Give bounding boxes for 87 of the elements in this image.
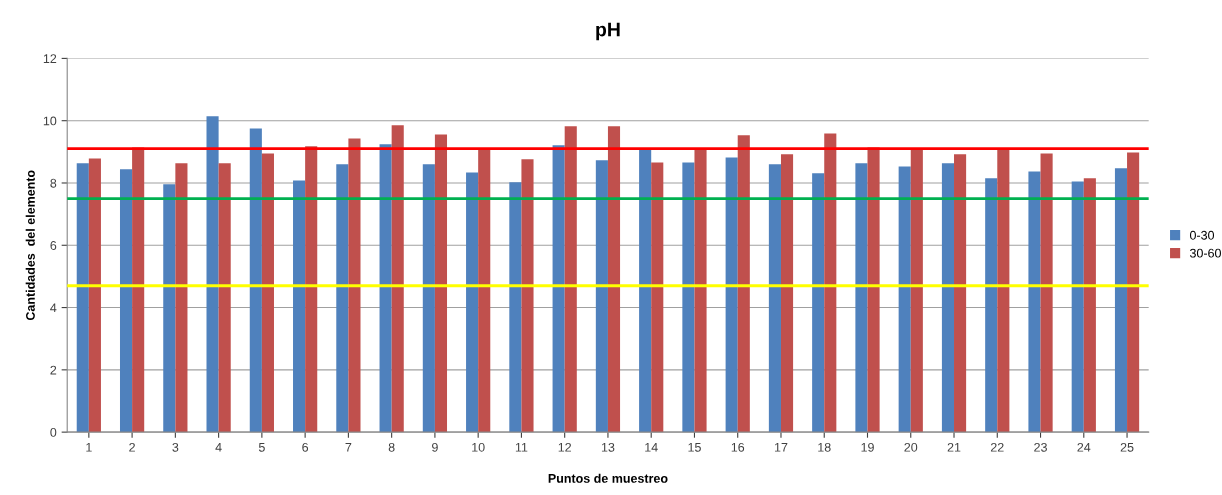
bar [997, 149, 1010, 433]
y-tick-label: 0 [50, 427, 57, 437]
bar [391, 125, 404, 433]
bar [898, 166, 911, 433]
bar [985, 178, 998, 433]
x-tick-label: 21 [947, 442, 961, 452]
bar [175, 163, 188, 433]
bar [379, 144, 392, 433]
bar [910, 148, 923, 433]
x-tick-label: 13 [601, 442, 615, 452]
bar [422, 164, 435, 433]
bar [682, 162, 695, 433]
x-tick-label: 17 [774, 443, 788, 452]
y-tick-label: 6 [50, 241, 57, 250]
bar [824, 133, 837, 433]
bar [725, 157, 738, 433]
x-tick-label: 22 [990, 442, 1004, 452]
bar [293, 180, 306, 433]
bar [261, 153, 274, 433]
x-tick-label: 1 [86, 443, 92, 452]
x-tick-label: 19 [861, 442, 874, 452]
bar [737, 135, 750, 433]
bar [855, 163, 868, 433]
y-tick-label: 10 [43, 116, 57, 126]
bar [595, 160, 608, 433]
x-tick-label: 11 [515, 443, 528, 452]
legend-label: 30-60 [1189, 248, 1221, 258]
x-tick-label: 23 [1034, 442, 1047, 452]
y-axis-title: Cantidades del elemento [25, 170, 35, 321]
bar [1114, 168, 1128, 433]
x-axis-title: Puntos de muestreo [548, 473, 668, 483]
y-tick-label: 4 [50, 303, 57, 313]
bar [639, 148, 652, 433]
chart-title: pH [596, 22, 620, 41]
x-tick-label: 25 [1120, 442, 1134, 452]
x-tick-label: 12 [558, 442, 572, 452]
x-tick-label: 5 [258, 443, 265, 452]
x-tick-label: 7 [345, 443, 352, 452]
x-tick-label: 9 [432, 442, 438, 452]
x-tick-label: 4 [215, 443, 222, 452]
x-tick-label: 16 [731, 442, 745, 452]
y-tick-label: 2 [50, 365, 57, 375]
x-tick-label: 10 [472, 442, 485, 452]
bar [132, 147, 145, 433]
bar [163, 184, 176, 433]
bar [218, 163, 231, 433]
y-tick-label: 12 [43, 54, 57, 63]
bar [552, 145, 565, 433]
bar [768, 164, 781, 433]
bar [867, 147, 880, 433]
bar [434, 134, 448, 433]
bar [509, 182, 522, 433]
bar [1028, 171, 1041, 433]
bar [812, 173, 825, 433]
x-tick-label: 18 [818, 442, 831, 452]
bar [521, 159, 534, 433]
x-tick-label: 2 [129, 442, 135, 452]
bar [1083, 178, 1096, 433]
bar [336, 164, 349, 433]
bar [249, 128, 262, 433]
bar [305, 146, 318, 433]
x-tick-label: 14 [645, 443, 658, 452]
bar [119, 169, 133, 433]
bar [954, 154, 967, 433]
y-tick-label: 8 [50, 178, 57, 188]
bar [651, 162, 664, 433]
bar [206, 116, 219, 433]
x-tick-label: 8 [388, 442, 395, 452]
bar [466, 172, 479, 433]
bar [88, 158, 101, 433]
bar [780, 154, 794, 433]
bar [564, 126, 577, 433]
bar [941, 163, 955, 433]
bar [76, 163, 89, 433]
bar [1127, 152, 1140, 433]
bar [478, 148, 491, 433]
bar [607, 126, 621, 433]
x-tick-label: 24 [1077, 442, 1091, 452]
x-tick-label: 15 [688, 443, 701, 452]
x-tick-label: 3 [172, 442, 179, 452]
x-tick-label: 20 [904, 442, 918, 452]
legend-label: 0-30 [1189, 230, 1215, 240]
bar [1071, 181, 1084, 433]
bar [1040, 153, 1053, 433]
bar [348, 138, 361, 433]
x-tick-label: 6 [302, 442, 309, 452]
bar [694, 148, 707, 433]
